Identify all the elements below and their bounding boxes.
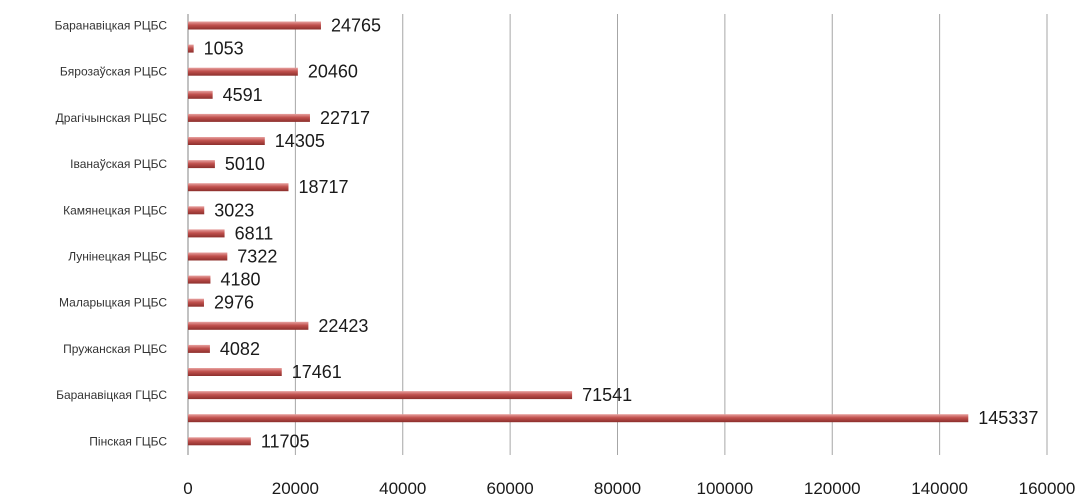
category-label: Баранавіцкая ГЦБС [56, 388, 167, 402]
data-label: 4180 [220, 270, 260, 290]
x-tick-label: 60000 [486, 479, 533, 498]
bar [188, 321, 309, 330]
bar [188, 113, 310, 122]
category-label: Маларыцкая РЦБС [59, 296, 167, 310]
bar [188, 275, 211, 284]
x-tick-label: 140000 [911, 479, 968, 498]
data-label: 1053 [204, 39, 244, 59]
bar [188, 414, 969, 423]
x-tick-label: 80000 [594, 479, 641, 498]
bar [188, 21, 321, 30]
data-label: 4591 [223, 85, 263, 105]
x-tick-label: 120000 [804, 479, 861, 498]
data-label: 145337 [978, 408, 1038, 428]
data-label: 14305 [275, 131, 325, 151]
x-tick-label: 160000 [1019, 479, 1076, 498]
bar [188, 437, 251, 446]
category-label: Драгічынская РЦБС [56, 111, 168, 125]
data-label: 20460 [308, 62, 358, 82]
bar [188, 229, 225, 238]
category-label: Камянецкая РЦБС [63, 203, 167, 217]
data-label: 4082 [220, 339, 260, 359]
data-label: 2976 [214, 293, 254, 313]
category-label: Бярозаўская РЦБС [60, 65, 167, 79]
bar [188, 368, 282, 376]
bar [188, 298, 204, 307]
data-label: 6811 [235, 223, 274, 243]
data-label: 11705 [261, 431, 310, 451]
data-label: 17461 [292, 362, 342, 382]
bar [188, 67, 298, 76]
data-label: 24765 [331, 16, 381, 36]
bar [188, 44, 194, 53]
category-label: Пінская ГЦБС [89, 434, 167, 448]
category-label: Пружанская РЦБС [63, 342, 167, 356]
data-label: 22717 [320, 108, 370, 128]
data-label: 22423 [318, 316, 368, 336]
x-tick-label: 100000 [697, 479, 754, 498]
x-tick-label: 0 [183, 479, 192, 498]
bar [188, 183, 289, 192]
data-label: 7322 [237, 247, 277, 267]
bar [188, 344, 210, 353]
category-label: Іванаўская РЦБС [70, 157, 167, 171]
data-label: 71541 [582, 385, 632, 405]
bar [188, 206, 205, 215]
bar [188, 137, 265, 145]
bar [188, 252, 228, 261]
x-tick-label: 20000 [272, 479, 319, 498]
x-tick-label: 40000 [379, 479, 426, 498]
category-label: Лунінецкая РЦБС [68, 250, 167, 264]
category-label: Баранавіцкая РЦБС [55, 19, 168, 33]
data-label: 5010 [225, 154, 265, 174]
data-label: 18717 [298, 177, 348, 197]
bar [188, 160, 215, 169]
bar [188, 391, 573, 400]
data-label: 3023 [214, 200, 254, 220]
bar [188, 90, 213, 99]
